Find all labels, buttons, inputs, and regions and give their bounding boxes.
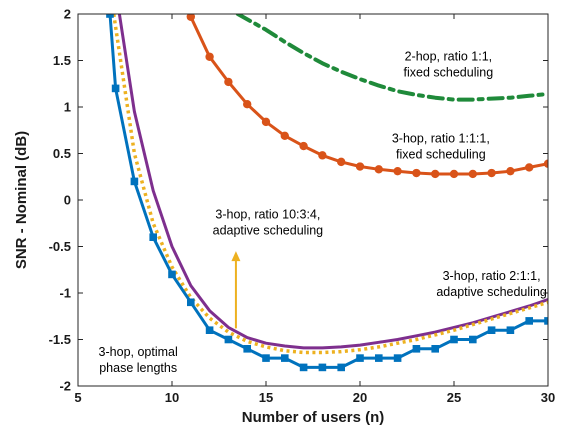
data-point-three-hop-fixed: [261, 117, 271, 127]
data-point-three-hop-fixed: [543, 159, 548, 168]
x-tick-label: 20: [353, 390, 367, 405]
data-point-three-hop-fixed: [449, 169, 459, 179]
data-point-three-hop-fixed: [374, 165, 383, 174]
data-point-three-hop-fixed: [431, 169, 440, 179]
data-point-three-hop-optimal: [487, 326, 496, 334]
y-tick-label: 0: [64, 193, 71, 208]
annot-3hop-optimal: 3-hop, optimal phase lengths: [99, 345, 178, 375]
annot-3hop-fixed-line: fixed scheduling: [396, 147, 486, 161]
data-point-three-hop-optimal: [544, 317, 548, 325]
data-point-three-hop-optimal: [168, 270, 176, 279]
y-tick-label: -1.5: [49, 332, 71, 347]
data-point-three-hop-optimal: [412, 345, 421, 353]
data-point-three-hop-fixed: [468, 169, 477, 179]
data-point-three-hop-optimal: [243, 345, 251, 353]
data-point-three-hop-optimal: [450, 335, 458, 344]
annot-3hop-2-1-1-line: adaptive scheduling: [436, 285, 547, 299]
annot-3hop-10-3-4: 3-hop, ratio 10:3:4, adaptive scheduling: [213, 208, 324, 238]
annot-3hop-10-3-4-line: adaptive scheduling: [213, 224, 324, 238]
annot-3hop-2-1-1-line: 3-hop, ratio 2:1:1,: [443, 269, 541, 283]
data-point-three-hop-fixed: [205, 52, 214, 61]
annot-3hop-optimal-line: phase lengths: [99, 361, 177, 375]
x-tick-label: 25: [447, 390, 461, 405]
data-point-three-hop-optimal: [281, 354, 289, 362]
x-tick-label: 15: [259, 390, 273, 405]
x-tick-label: 10: [165, 390, 179, 405]
data-point-three-hop-optimal: [106, 14, 114, 18]
data-point-three-hop-optimal: [469, 335, 477, 344]
series-three-hop-fixed: [186, 14, 548, 179]
series-three-hop-2-1-1: [117, 14, 548, 350]
annot-2hop-fixed: 2-hop, ratio 1:1, fixed scheduling: [404, 50, 494, 80]
data-point-three-hop-optimal: [431, 345, 439, 353]
data-point-three-hop-fixed: [186, 14, 195, 21]
y-tick-label: 0.5: [53, 146, 71, 161]
series-two-hop-fixed: [235, 14, 548, 102]
data-point-three-hop-optimal: [224, 335, 233, 344]
data-point-three-hop-optimal: [205, 326, 214, 334]
data-point-three-hop-optimal: [149, 233, 157, 241]
data-point-three-hop-optimal: [375, 354, 383, 362]
series-three-hop-optimal: [106, 14, 548, 372]
x-axis-label: Number of users (n): [242, 409, 385, 426]
ticks: 5 10 15 20 25 30 -2 -1.5 -1 -0.5 0 0.5 1 1.5 2: [49, 7, 556, 406]
data-point-three-hop-optimal: [318, 363, 327, 372]
data-point-three-hop-optimal: [262, 354, 270, 362]
annot-3hop-optimal-line: 3-hop, optimal: [99, 345, 178, 359]
series-line-three-hop-2-1-1: [117, 14, 548, 350]
annot-3hop-fixed: 3-hop, ratio 1:1:1, fixed scheduling: [392, 131, 490, 161]
x-tick-label: 30: [541, 390, 555, 405]
data-point-three-hop-optimal: [111, 84, 120, 93]
data-point-three-hop-fixed: [243, 100, 252, 109]
data-point-three-hop-optimal: [525, 317, 533, 325]
data-point-three-hop-optimal: [356, 354, 364, 362]
data-point-three-hop-optimal: [337, 363, 345, 372]
y-tick-label: -1: [59, 286, 71, 301]
data-point-three-hop-fixed: [337, 157, 346, 167]
data-point-three-hop-optimal: [299, 363, 308, 372]
annot-2hop-fixed-line: fixed scheduling: [404, 66, 494, 80]
annot-3hop-2-1-1: 3-hop, ratio 2:1:1, adaptive scheduling: [436, 269, 547, 299]
data-point-three-hop-fixed: [299, 141, 308, 151]
data-point-three-hop-fixed: [280, 131, 289, 141]
data-point-three-hop-fixed: [224, 77, 233, 87]
data-point-three-hop-fixed: [412, 168, 421, 178]
data-point-three-hop-optimal: [506, 326, 515, 334]
data-point-three-hop-fixed: [506, 166, 515, 176]
data-point-three-hop-optimal: [187, 298, 195, 307]
data-point-three-hop-optimal: [393, 354, 402, 362]
annot-3hop-fixed-line: 3-hop, ratio 1:1:1,: [392, 131, 490, 145]
annot-2hop-fixed-line: 2-hop, ratio 1:1,: [405, 50, 493, 64]
data-point-three-hop-fixed: [487, 168, 496, 178]
data-point-three-hop-fixed: [393, 166, 402, 176]
data-point-three-hop-optimal: [130, 177, 139, 186]
series-line-three-hop-fixed: [189, 15, 548, 176]
y-tick-label: 2: [64, 7, 71, 22]
data-point-three-hop-fixed: [318, 151, 327, 160]
y-axis-label: SNR - Nominal (dB): [13, 131, 30, 269]
y-tick-label: 1: [64, 100, 71, 115]
y-tick-label: 1.5: [53, 53, 71, 68]
annot-3hop-10-3-4-line: 3-hop, ratio 10:3:4,: [215, 208, 320, 222]
data-point-three-hop-fixed: [525, 163, 534, 172]
series-line-two-hop-fixed: [235, 14, 548, 102]
annotation-arrow-head: [231, 251, 241, 262]
plot-series: [106, 14, 548, 372]
x-tick-label: 5: [74, 390, 81, 405]
y-tick-label: -2: [59, 379, 71, 394]
y-tick-label: -0.5: [49, 239, 71, 254]
data-point-three-hop-fixed: [355, 162, 365, 171]
annotations: 2-hop, ratio 1:1, fixed scheduling3-hop, …: [99, 50, 547, 376]
